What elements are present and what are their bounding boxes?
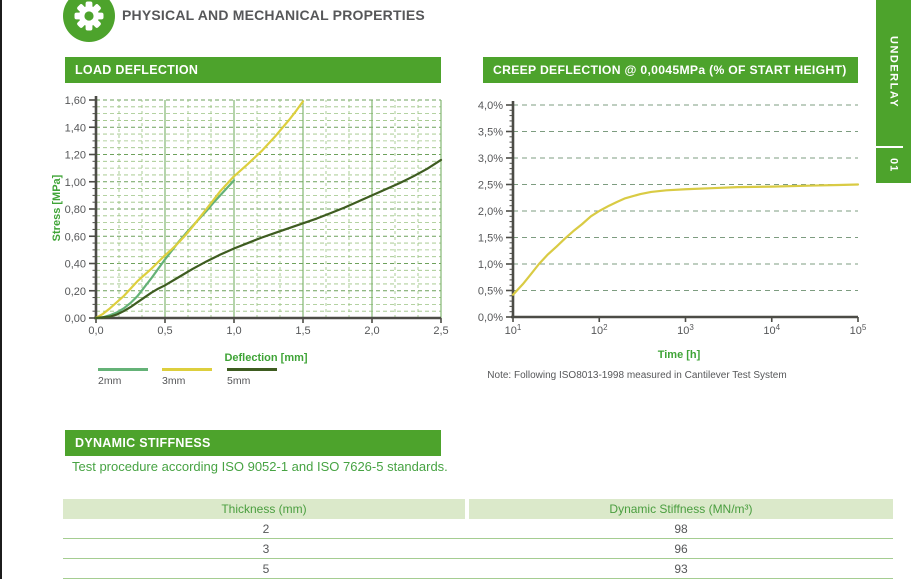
side-tab-divider [876,146,903,148]
y-tick-label: 1,5% [478,233,503,245]
x-tick-label: 101 [505,323,522,337]
y-tick-label: 0,00 [65,313,86,325]
legend-entry-3mm: 3mm [162,368,212,387]
section-header-label: CREEP DEFLECTION @ 0,0045MPa (% OF START… [493,63,847,77]
legend-swatch [162,368,212,371]
x-tick-label: 1,5 [295,325,310,337]
y-tick-label: 0,80 [65,204,86,216]
series-2mm-line [94,179,236,320]
stiffness-table: Thickness (mm) Dynamic Stiffness (MN/m³) 2… [63,499,893,579]
table-header-cell: Thickness (mm) [63,499,465,519]
x-tick-label: 103 [677,323,694,337]
legend-label: 3mm [162,374,186,387]
legend-label: 5mm [227,374,251,387]
table-cell: 93 [674,561,688,576]
table-row: 5 93 [63,559,893,579]
legend-label: 2mm [98,374,122,387]
y-tick-label: 1,0% [478,259,503,271]
y-tick-label: 0,0% [478,312,503,324]
section-header-label: DYNAMIC STIFFNESS [75,436,211,450]
table-row: 3 96 [63,539,893,559]
x-tick-label: 0,0 [88,325,103,337]
gear-icon [63,0,115,42]
table-header-row: Thickness (mm) Dynamic Stiffness (MN/m³) [63,499,893,519]
legend-entry-2mm: 2mm [98,368,148,387]
y-tick-label: 4,0% [478,100,503,112]
side-tab-number: 01 [887,157,900,173]
series-5mm-line [94,158,443,320]
load-deflection-y-axis-label: Stress [MPa] [51,174,63,242]
page-title: PHYSICAL AND MECHANICAL PROPERTIES [122,7,425,23]
y-tick-label: 1,60 [65,95,86,107]
x-tick-label: 105 [850,323,867,337]
series-creep-line [511,183,860,296]
series-3mm-line [94,100,305,320]
table-row: 2 98 [63,519,893,539]
legend-entry-5mm: 5mm [227,368,277,387]
y-tick-label: 3,5% [478,127,503,139]
legend-swatch [98,368,148,371]
x-tick-label: 102 [591,323,608,337]
x-tick-label: 1,0 [226,325,241,337]
y-tick-label: 0,40 [65,259,86,271]
dynamic-stiffness-subtitle: Test procedure according ISO 9052-1 and … [72,459,448,474]
table-cell: 3 [262,541,270,556]
x-tick-label: 104 [763,323,780,337]
section-header-dynamic-stiffness: DYNAMIC STIFFNESS [65,430,441,456]
section-header-label: LOAD DEFLECTION [75,63,199,77]
y-tick-label: 1,20 [65,150,86,162]
table-header-cell: Dynamic Stiffness (MN/m³) [469,499,893,519]
y-tick-label: 2,5% [478,180,503,192]
creep-note: Note: Following ISO8013-1998 measured in… [487,370,787,381]
x-tick-label: 0,5 [157,325,172,337]
side-tab-label: UNDERLAY [887,36,900,109]
load-deflection-x-axis-label: Deflection [mm] [224,352,308,364]
table-cell: 2 [262,521,270,536]
y-tick-label: 1,40 [65,122,86,134]
page-left-border [0,0,2,579]
y-tick-label: 2,0% [478,206,503,218]
y-tick-label: 1,00 [65,177,86,189]
y-tick-label: 0,5% [478,286,503,298]
table-cell: 96 [674,541,688,556]
y-tick-label: 3,0% [478,153,503,165]
side-tab-underlay[interactable]: UNDERLAY 01 [876,0,911,183]
table-cell: 98 [674,521,688,536]
x-tick-label: 2,0 [364,325,379,337]
x-tick-label: 2,5 [433,325,448,337]
y-tick-label: 0,20 [65,286,86,298]
table-cell: 5 [262,561,270,576]
y-tick-label: 0,60 [65,231,86,243]
section-header-creep-deflection: CREEP DEFLECTION @ 0,0045MPa (% OF START… [483,57,858,83]
section-header-load-deflection: LOAD DEFLECTION [65,57,441,83]
legend-swatch [227,368,277,371]
creep-x-axis-label: Time [h] [657,349,701,361]
